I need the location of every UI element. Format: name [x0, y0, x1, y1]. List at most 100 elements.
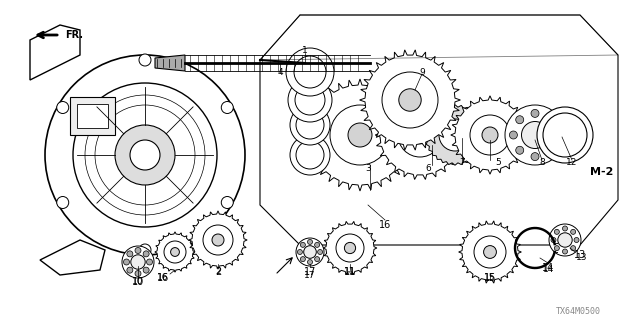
- Text: 9: 9: [419, 68, 425, 76]
- Circle shape: [571, 229, 575, 234]
- Circle shape: [290, 105, 330, 145]
- Circle shape: [124, 259, 129, 265]
- Text: M-2: M-2: [590, 167, 613, 177]
- Circle shape: [543, 113, 587, 157]
- Circle shape: [295, 85, 325, 115]
- Circle shape: [531, 153, 539, 161]
- Circle shape: [294, 56, 326, 88]
- Circle shape: [382, 72, 438, 128]
- Circle shape: [470, 115, 510, 155]
- Text: 5: 5: [495, 157, 501, 166]
- Circle shape: [552, 131, 561, 139]
- Text: 7: 7: [459, 157, 465, 166]
- Text: TX64M0500: TX64M0500: [556, 308, 600, 316]
- Polygon shape: [189, 211, 247, 269]
- Text: 10: 10: [132, 277, 144, 287]
- Circle shape: [307, 239, 312, 244]
- Text: 15: 15: [484, 273, 496, 283]
- Circle shape: [522, 122, 548, 148]
- Circle shape: [143, 251, 149, 257]
- Circle shape: [139, 54, 151, 66]
- Circle shape: [574, 237, 579, 243]
- Circle shape: [122, 246, 154, 278]
- Circle shape: [554, 246, 559, 251]
- Circle shape: [531, 109, 539, 117]
- Polygon shape: [459, 221, 522, 283]
- Text: FR.: FR.: [65, 30, 83, 40]
- Circle shape: [171, 248, 179, 256]
- Bar: [70, 97, 115, 135]
- Circle shape: [516, 146, 524, 154]
- Polygon shape: [360, 50, 460, 150]
- Text: 6: 6: [425, 164, 431, 172]
- Circle shape: [547, 146, 554, 154]
- Polygon shape: [155, 55, 185, 71]
- Circle shape: [307, 260, 312, 265]
- Polygon shape: [451, 96, 529, 174]
- Circle shape: [115, 125, 175, 185]
- Circle shape: [336, 234, 364, 262]
- Circle shape: [549, 224, 581, 256]
- Circle shape: [127, 267, 133, 273]
- Text: 17: 17: [304, 270, 316, 279]
- Circle shape: [439, 119, 471, 151]
- Circle shape: [57, 196, 68, 209]
- Text: 16: 16: [157, 273, 169, 283]
- Circle shape: [147, 259, 152, 265]
- Circle shape: [164, 241, 186, 263]
- Text: 13: 13: [576, 252, 588, 261]
- Text: 16: 16: [157, 274, 169, 283]
- Circle shape: [298, 250, 303, 254]
- Circle shape: [563, 249, 568, 254]
- Circle shape: [474, 236, 506, 268]
- Circle shape: [73, 83, 217, 227]
- Circle shape: [296, 238, 324, 266]
- Circle shape: [45, 55, 245, 255]
- Circle shape: [296, 141, 324, 169]
- Circle shape: [296, 111, 324, 139]
- Text: 1: 1: [302, 45, 308, 54]
- Circle shape: [505, 105, 565, 165]
- Circle shape: [482, 127, 498, 143]
- Polygon shape: [155, 232, 195, 272]
- Circle shape: [547, 116, 554, 124]
- Circle shape: [300, 242, 305, 247]
- Text: 4: 4: [277, 68, 283, 76]
- Text: 2: 2: [215, 268, 221, 276]
- Circle shape: [57, 101, 68, 114]
- Circle shape: [348, 123, 372, 147]
- Circle shape: [286, 48, 334, 96]
- Circle shape: [127, 251, 133, 257]
- Text: 14: 14: [542, 263, 554, 273]
- Text: 15: 15: [484, 274, 496, 283]
- Circle shape: [516, 116, 524, 124]
- Circle shape: [304, 246, 316, 258]
- Polygon shape: [375, 91, 465, 180]
- Circle shape: [300, 257, 305, 262]
- Circle shape: [537, 107, 593, 163]
- Circle shape: [412, 126, 429, 144]
- Circle shape: [135, 270, 141, 276]
- Text: 13: 13: [574, 250, 586, 260]
- Circle shape: [317, 250, 323, 254]
- Polygon shape: [323, 221, 377, 275]
- Text: 16: 16: [379, 220, 391, 230]
- Text: 12: 12: [566, 157, 578, 166]
- Circle shape: [143, 267, 149, 273]
- Circle shape: [484, 246, 497, 259]
- Circle shape: [551, 237, 556, 243]
- Circle shape: [288, 78, 332, 122]
- Bar: [77, 104, 108, 128]
- Circle shape: [398, 113, 442, 157]
- Circle shape: [290, 135, 330, 175]
- Circle shape: [315, 257, 319, 262]
- Circle shape: [509, 131, 517, 139]
- Circle shape: [131, 255, 145, 269]
- Circle shape: [139, 244, 151, 256]
- Circle shape: [315, 242, 319, 247]
- Circle shape: [212, 234, 224, 246]
- Circle shape: [130, 140, 160, 170]
- Text: 10: 10: [132, 277, 144, 286]
- Polygon shape: [304, 79, 416, 191]
- Polygon shape: [40, 240, 105, 275]
